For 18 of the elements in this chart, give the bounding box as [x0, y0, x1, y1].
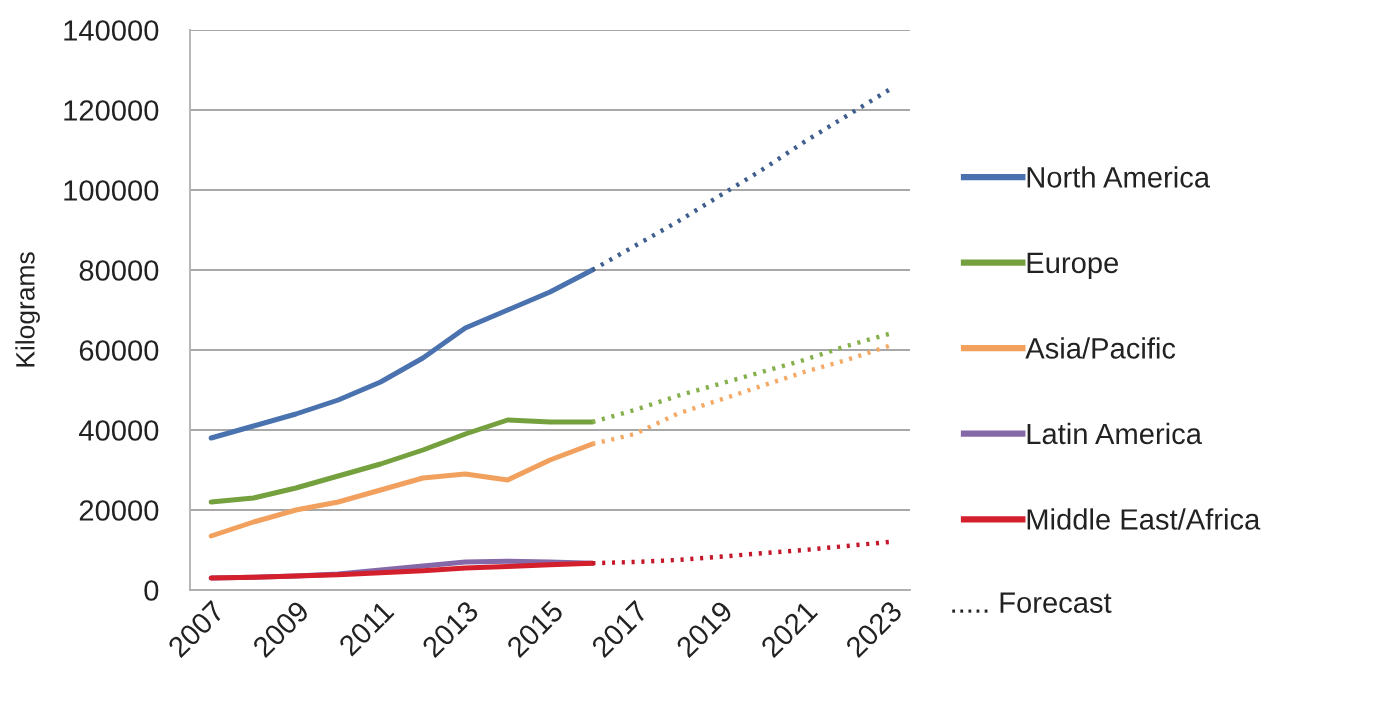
legend-label: Latin America [1027, 422, 1202, 445]
line-series [590, 87, 892, 273]
line-series [590, 539, 892, 566]
y-tick-label: 100000 [64, 180, 159, 201]
legend-label: Asia/Pacific [1025, 337, 1176, 359]
legend-label: North America [1027, 166, 1211, 188]
y-tick-label: 120000 [64, 100, 159, 121]
legend-label: Middle East/Africa [1027, 508, 1261, 530]
y-tick-label: 60000 [79, 340, 159, 361]
line-series [590, 331, 892, 425]
y-axis-title: Kilograms [15, 252, 40, 367]
y-tick-label: 20000 [79, 500, 159, 521]
y-tick-label: 0 [144, 580, 159, 601]
y-tick-label: 140000 [64, 20, 159, 41]
y-tick-label: 80000 [79, 260, 159, 281]
legend-label: Europe [1027, 252, 1119, 279]
y-tick-label: 40000 [79, 420, 159, 441]
text: ..... Forecast [952, 592, 1112, 613]
